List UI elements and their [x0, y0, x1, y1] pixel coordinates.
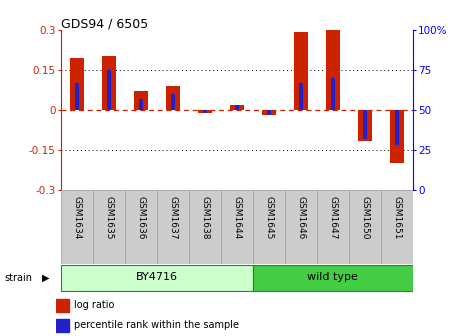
Bar: [93, 190, 125, 264]
Bar: [325, 29, 340, 110]
Bar: [56, 299, 68, 312]
Bar: [107, 70, 111, 110]
Bar: [70, 58, 84, 110]
Text: GSM1650: GSM1650: [360, 196, 369, 239]
Bar: [267, 110, 271, 115]
Text: wild type: wild type: [307, 272, 358, 283]
Bar: [125, 190, 157, 264]
Bar: [357, 110, 372, 141]
Bar: [189, 190, 221, 264]
Bar: [56, 319, 68, 332]
Text: GSM1646: GSM1646: [296, 196, 305, 239]
Bar: [61, 265, 253, 291]
Bar: [203, 110, 207, 113]
Bar: [166, 86, 180, 110]
Text: GSM1638: GSM1638: [200, 196, 209, 239]
Text: GSM1636: GSM1636: [136, 196, 145, 239]
Bar: [221, 190, 253, 264]
Bar: [139, 99, 143, 110]
Text: GSM1651: GSM1651: [392, 196, 401, 239]
Text: strain: strain: [5, 273, 33, 283]
Bar: [294, 32, 308, 110]
Text: BY4716: BY4716: [136, 272, 178, 283]
Text: GSM1635: GSM1635: [105, 196, 113, 239]
Text: GSM1637: GSM1637: [168, 196, 177, 239]
Bar: [197, 110, 212, 113]
Bar: [331, 78, 335, 110]
Bar: [349, 190, 381, 264]
Bar: [381, 190, 413, 264]
Bar: [394, 110, 399, 145]
Bar: [171, 94, 175, 110]
Bar: [253, 265, 413, 291]
Bar: [102, 55, 116, 110]
Bar: [157, 190, 189, 264]
Bar: [262, 110, 276, 115]
Bar: [299, 83, 303, 110]
Bar: [235, 105, 239, 110]
Bar: [75, 83, 79, 110]
Text: GSM1645: GSM1645: [265, 196, 273, 239]
Text: GDS94 / 6505: GDS94 / 6505: [61, 17, 148, 30]
Bar: [363, 110, 367, 139]
Text: GSM1644: GSM1644: [232, 196, 242, 239]
Bar: [317, 190, 349, 264]
Bar: [253, 190, 285, 264]
Bar: [390, 110, 404, 163]
Bar: [61, 190, 93, 264]
Text: log ratio: log ratio: [74, 300, 114, 310]
Text: percentile rank within the sample: percentile rank within the sample: [74, 320, 239, 330]
Bar: [134, 91, 148, 110]
Bar: [230, 105, 244, 110]
Text: ▶: ▶: [42, 273, 50, 283]
Text: GSM1647: GSM1647: [328, 196, 337, 239]
Text: GSM1634: GSM1634: [72, 196, 82, 239]
Bar: [285, 190, 317, 264]
